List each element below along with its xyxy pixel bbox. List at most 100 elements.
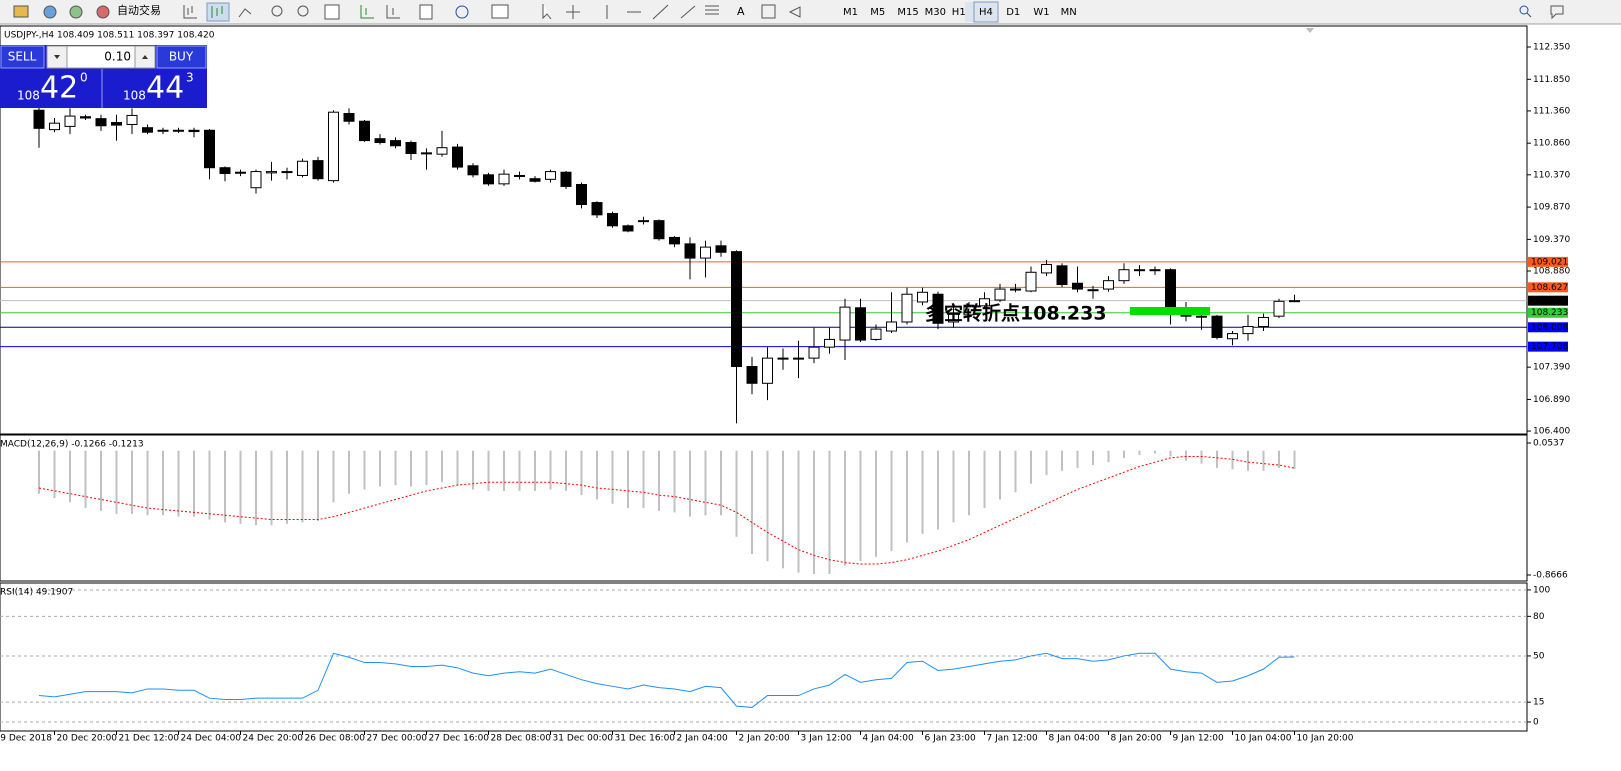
macd-bar bbox=[999, 450, 1001, 500]
candle-body bbox=[1103, 280, 1114, 290]
candle-body bbox=[529, 178, 541, 182]
candle-body bbox=[855, 307, 866, 341]
macd-bar bbox=[937, 450, 939, 530]
level-label: 107.708 bbox=[1531, 342, 1568, 352]
macd-bar bbox=[38, 450, 40, 494]
text-tool[interactable]: A bbox=[737, 5, 745, 18]
timeframe-button[interactable]: M15 bbox=[897, 7, 918, 18]
macd-bar bbox=[255, 450, 257, 526]
macd-bar bbox=[1231, 450, 1234, 470]
timeframe-button[interactable]: M30 bbox=[925, 7, 946, 18]
timeframe-button[interactable]: H1 bbox=[952, 7, 966, 18]
x-tick-label: 2 Jan 04:00 bbox=[677, 734, 729, 744]
icon bbox=[680, 5, 719, 19]
timeframe-active bbox=[973, 1, 999, 23]
macd-bar bbox=[844, 450, 846, 566]
y-tick-label: 15 bbox=[1533, 698, 1544, 708]
y-tick-label: 111.360 bbox=[1533, 106, 1570, 116]
rsi-line bbox=[38, 652, 1295, 708]
y-tick-label: 106.890 bbox=[1533, 395, 1570, 405]
y-tick-label: 111.850 bbox=[1533, 75, 1570, 85]
macd-bar bbox=[658, 450, 660, 511]
candle-body bbox=[281, 171, 293, 174]
annotation: 多空转折点108.233 bbox=[925, 302, 1107, 325]
chart-header: USDJPY-,H4 108.409 108.511 108.397 108.4… bbox=[4, 31, 215, 41]
macd-bar bbox=[394, 450, 397, 486]
timeframe-button[interactable]: MN bbox=[1061, 7, 1077, 18]
macd-bar bbox=[115, 450, 118, 514]
macd-bar bbox=[286, 450, 288, 524]
macd-bar bbox=[363, 450, 366, 490]
y-tick-label: 107.390 bbox=[1533, 363, 1570, 373]
icon bbox=[1519, 5, 1529, 15]
timeframe-button[interactable]: M5 bbox=[870, 7, 885, 18]
y-tick-label: 106.400 bbox=[1533, 427, 1570, 437]
candle-body bbox=[963, 304, 975, 316]
candle-body bbox=[188, 129, 200, 133]
icon bbox=[238, 8, 252, 18]
buy-button[interactable] bbox=[156, 45, 207, 69]
buy-label[interactable]: BUY bbox=[169, 50, 194, 64]
macd-bar bbox=[1045, 450, 1048, 476]
buy-price-main[interactable]: 44 bbox=[146, 71, 184, 106]
candle-body bbox=[95, 118, 107, 127]
toolbar bbox=[0, 0, 1621, 24]
candle-body bbox=[994, 288, 1006, 301]
candle-body bbox=[343, 112, 355, 122]
candle-body bbox=[297, 160, 308, 176]
timeframe-button[interactable]: W1 bbox=[1033, 7, 1049, 18]
macd-bar bbox=[813, 450, 815, 575]
candle-body bbox=[173, 129, 184, 132]
candle-body bbox=[1165, 269, 1176, 311]
sell-button[interactable] bbox=[0, 45, 45, 69]
buy-price-base[interactable]: 108 bbox=[123, 89, 146, 103]
macd-bar bbox=[1278, 450, 1280, 468]
candle-body bbox=[49, 122, 60, 131]
macd-bar bbox=[1216, 450, 1218, 468]
candle-body bbox=[622, 225, 634, 232]
sell-price-main[interactable]: 42 bbox=[40, 71, 78, 106]
lot-value[interactable]: 0.10 bbox=[104, 50, 131, 64]
buy-price-sup[interactable]: 3 bbox=[186, 71, 194, 85]
candle-body bbox=[1134, 269, 1145, 272]
icon bbox=[788, 6, 801, 18]
y-tick-label: 110.370 bbox=[1533, 170, 1570, 180]
time-axis: 19 Dec 2018 20 Dec 20:00 21 Dec 12:00 24 De… bbox=[0, 731, 1354, 744]
x-tick-label: 31 Dec 00:00 bbox=[553, 734, 614, 744]
macd-bar bbox=[518, 450, 521, 491]
timeframe-button[interactable]: M1 bbox=[843, 7, 858, 18]
x-tick-label: 7 Jan 12:00 bbox=[987, 734, 1039, 744]
icon bbox=[491, 4, 509, 19]
icon bbox=[297, 5, 309, 17]
y-tick-label: 80 bbox=[1533, 612, 1545, 622]
timeframe-button[interactable]: D1 bbox=[1006, 7, 1020, 18]
candle-body bbox=[514, 174, 525, 177]
y-tick-label: 0 bbox=[1533, 717, 1539, 727]
icon bbox=[1550, 5, 1564, 20]
candle-body bbox=[839, 306, 851, 341]
candle-body bbox=[359, 120, 370, 142]
timeframe-button[interactable]: H4 bbox=[979, 7, 993, 18]
macd-bar bbox=[766, 450, 769, 562]
candle-body bbox=[684, 243, 696, 259]
macd-bar bbox=[146, 450, 149, 516]
icon bbox=[96, 5, 110, 19]
macd-chart: 0.0537 -0.8666 bbox=[38, 438, 1568, 580]
candle-body bbox=[235, 171, 246, 174]
icon bbox=[211, 6, 223, 18]
macd-bar bbox=[1247, 450, 1249, 471]
sell-price-sup[interactable]: 0 bbox=[80, 71, 88, 85]
macd-bar bbox=[828, 450, 831, 575]
level-label-bg bbox=[1528, 341, 1568, 352]
y-tick-label: -0.8666 bbox=[1533, 570, 1568, 580]
macd-header: MACD(12,26,9) -0.1266 -0.1213 bbox=[0, 440, 144, 450]
macd-bar bbox=[735, 450, 738, 537]
auto-trade-button[interactable]: 自动交易 bbox=[117, 3, 161, 17]
sell-label[interactable]: SELL bbox=[8, 50, 37, 64]
candle-body bbox=[731, 251, 742, 368]
y-tick-label: 0.0537 bbox=[1533, 438, 1565, 448]
macd-bar bbox=[921, 450, 924, 534]
sell-price-base[interactable]: 108 bbox=[17, 89, 40, 103]
candle-body bbox=[591, 202, 603, 216]
